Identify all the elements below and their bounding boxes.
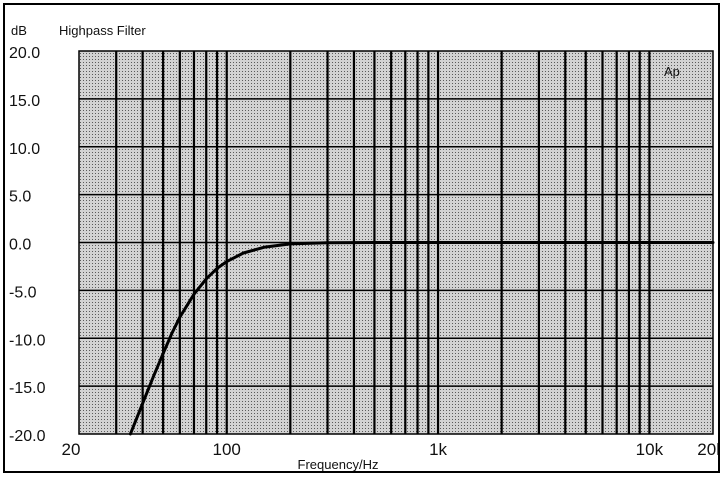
series-layer <box>128 241 715 436</box>
y-tick-label--15: -15.0 <box>9 380 46 397</box>
y-tick-label--10: -10.0 <box>9 332 46 349</box>
y-tick-label--20: -20.0 <box>9 428 46 445</box>
y-tick-label-20: 20.0 <box>9 45 40 62</box>
series-line-0 <box>128 241 715 436</box>
x-tick-label-20: 20 <box>62 440 81 459</box>
highpass-chart: dB Highpass Filter Ap 20.0 15.0 10.0 5.0 0.0 -5.… <box>9 23 718 471</box>
y-axis-label: dB <box>11 23 27 38</box>
chart-frame: dB Highpass Filter Ap 20.0 15.0 10.0 5.0 0.0 -5.… <box>3 3 720 473</box>
y-tick-label-15: 15.0 <box>9 93 40 110</box>
x-tick-label-10000: 10k <box>636 440 664 459</box>
x-tick-label-1000: 1k <box>429 440 447 459</box>
x-tick-label-100: 100 <box>213 440 241 459</box>
y-tick-label-5: 5.0 <box>9 189 31 206</box>
x-axis-label: Frequency/Hz <box>298 457 379 471</box>
axis-labels: dB Highpass Filter Ap 20.0 15.0 10.0 5.0 0.0 -5.… <box>9 23 718 471</box>
y-tick-label-10: 10.0 <box>9 141 40 158</box>
x-tick-label-20000: 20k <box>697 440 718 459</box>
y-tick-label--5: -5.0 <box>9 284 37 301</box>
chart-title: Highpass Filter <box>59 23 146 38</box>
y-tick-label-0: 0.0 <box>9 237 31 254</box>
corner-mark: Ap <box>664 64 680 79</box>
